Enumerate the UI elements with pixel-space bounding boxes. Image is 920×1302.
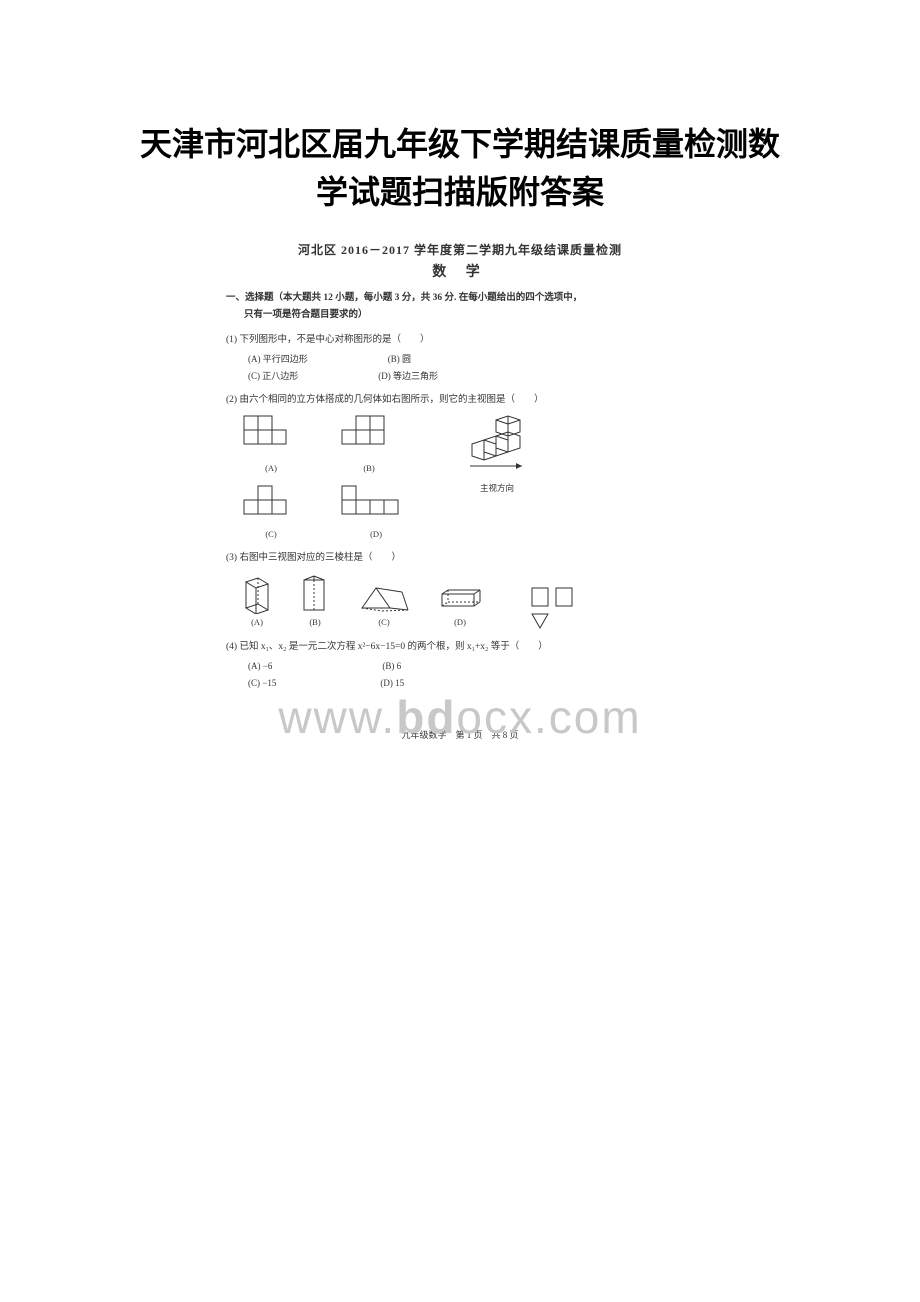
q3-label-d: (D) — [454, 616, 466, 630]
q2-label-a: (A) — [242, 462, 300, 476]
question-1-options-row-2: (C) 正八边形 (D) 等边三角形 — [248, 369, 700, 383]
q2-label-b: (B) — [340, 462, 398, 476]
q2-label-d: (D) — [340, 528, 412, 542]
q2-view-direction-label: 主视方向 — [462, 482, 532, 496]
q2-option-figures: (A) (B) — [242, 414, 412, 541]
q2-figure-d: (D) — [340, 484, 412, 542]
q3-figure-d: (D) — [438, 588, 482, 630]
question-1-stem: (1) 下列图形中，不是中心对称图形的是（ ） — [226, 333, 700, 348]
prism-b-icon — [300, 574, 330, 614]
q4-option-a: (A) −6 — [248, 659, 272, 673]
title-line-2: 学试题扫描版附答案 — [316, 174, 604, 210]
section-1-heading-b: 只有一项是符合题目要求的） — [244, 308, 700, 323]
question-2-figures: (A) (B) — [242, 414, 700, 541]
exam-subject: 数 学 — [220, 262, 700, 284]
scan-page-footer: 九年级数学 第 1 页 共 8 页 — [220, 728, 700, 742]
title-line-1: 天津市河北区届九年级下学期结课质量检测数 — [140, 126, 780, 162]
question-3-stem: (3) 右图中三视图对应的三棱柱是（ ） — [226, 551, 700, 566]
cube-stack-icon — [462, 414, 532, 474]
polycube-d-icon — [340, 484, 412, 520]
q4-option-c: (C) −15 — [248, 676, 276, 690]
question-2-stem: (2) 由六个相同的立方体搭成的几何体如右图所示，则它的主视图是（ ） — [226, 393, 700, 408]
question-4-options-row-2: (C) −15 (D) 15 — [248, 676, 700, 690]
document-title: 天津市河北区届九年级下学期结课质量检测数 学试题扫描版附答案 — [0, 0, 920, 216]
q2-figure-c: (C) — [242, 484, 300, 542]
prism-a-icon — [242, 574, 272, 614]
polycube-c-icon — [242, 484, 300, 520]
scanned-exam-page: 河北区 2016－2017 学年度第二学期九年级结课质量检测 数 学 一、选择题… — [220, 241, 700, 742]
q2-3d-solid: 主视方向 — [462, 414, 532, 496]
prism-c-icon — [358, 582, 410, 614]
q1-option-c: (C) 正八边形 — [248, 369, 298, 383]
q2-figure-b: (B) — [340, 414, 398, 476]
question-4-stem: (4) 已知 x₁、x₂ 是一元二次方程 x²−6x−15=0 的两个根，则 x… — [226, 640, 700, 655]
three-views-icon — [528, 586, 578, 630]
q3-label-c: (C) — [378, 616, 389, 630]
question-3-figures: (A) (B) — [242, 574, 700, 630]
q3-label-a: (A) — [251, 616, 263, 630]
q1-option-b: (B) 圆 — [388, 352, 411, 366]
q3-figure-c: (C) — [358, 582, 410, 630]
document-page: 天津市河北区届九年级下学期结课质量检测数 学试题扫描版附答案 河北区 2016－… — [0, 0, 920, 1302]
prism-d-icon — [438, 588, 482, 614]
q2-figure-a: (A) — [242, 414, 300, 476]
q3-label-b: (B) — [309, 616, 320, 630]
q2-label-c: (C) — [242, 528, 300, 542]
q3-figure-b: (B) — [300, 574, 330, 630]
polycube-a-icon — [242, 414, 300, 454]
q1-option-a: (A) 平行四边形 — [248, 352, 308, 366]
q4-option-d: (D) 15 — [380, 676, 404, 690]
q4-option-b: (B) 6 — [382, 659, 401, 673]
q3-figure-a: (A) — [242, 574, 272, 630]
polycube-b-icon — [340, 414, 398, 454]
q1-option-d: (D) 等边三角形 — [378, 369, 438, 383]
section-1-heading-a: 一、选择题（本大题共 12 小题，每小题 3 分，共 36 分. 在每小题给出的… — [226, 291, 700, 306]
exam-header: 河北区 2016－2017 学年度第二学期九年级结课质量检测 — [220, 241, 700, 260]
question-4-options-row-1: (A) −6 (B) 6 — [248, 659, 700, 673]
question-1-options-row-1: (A) 平行四边形 (B) 圆 — [248, 352, 700, 366]
q3-three-views — [528, 586, 578, 630]
